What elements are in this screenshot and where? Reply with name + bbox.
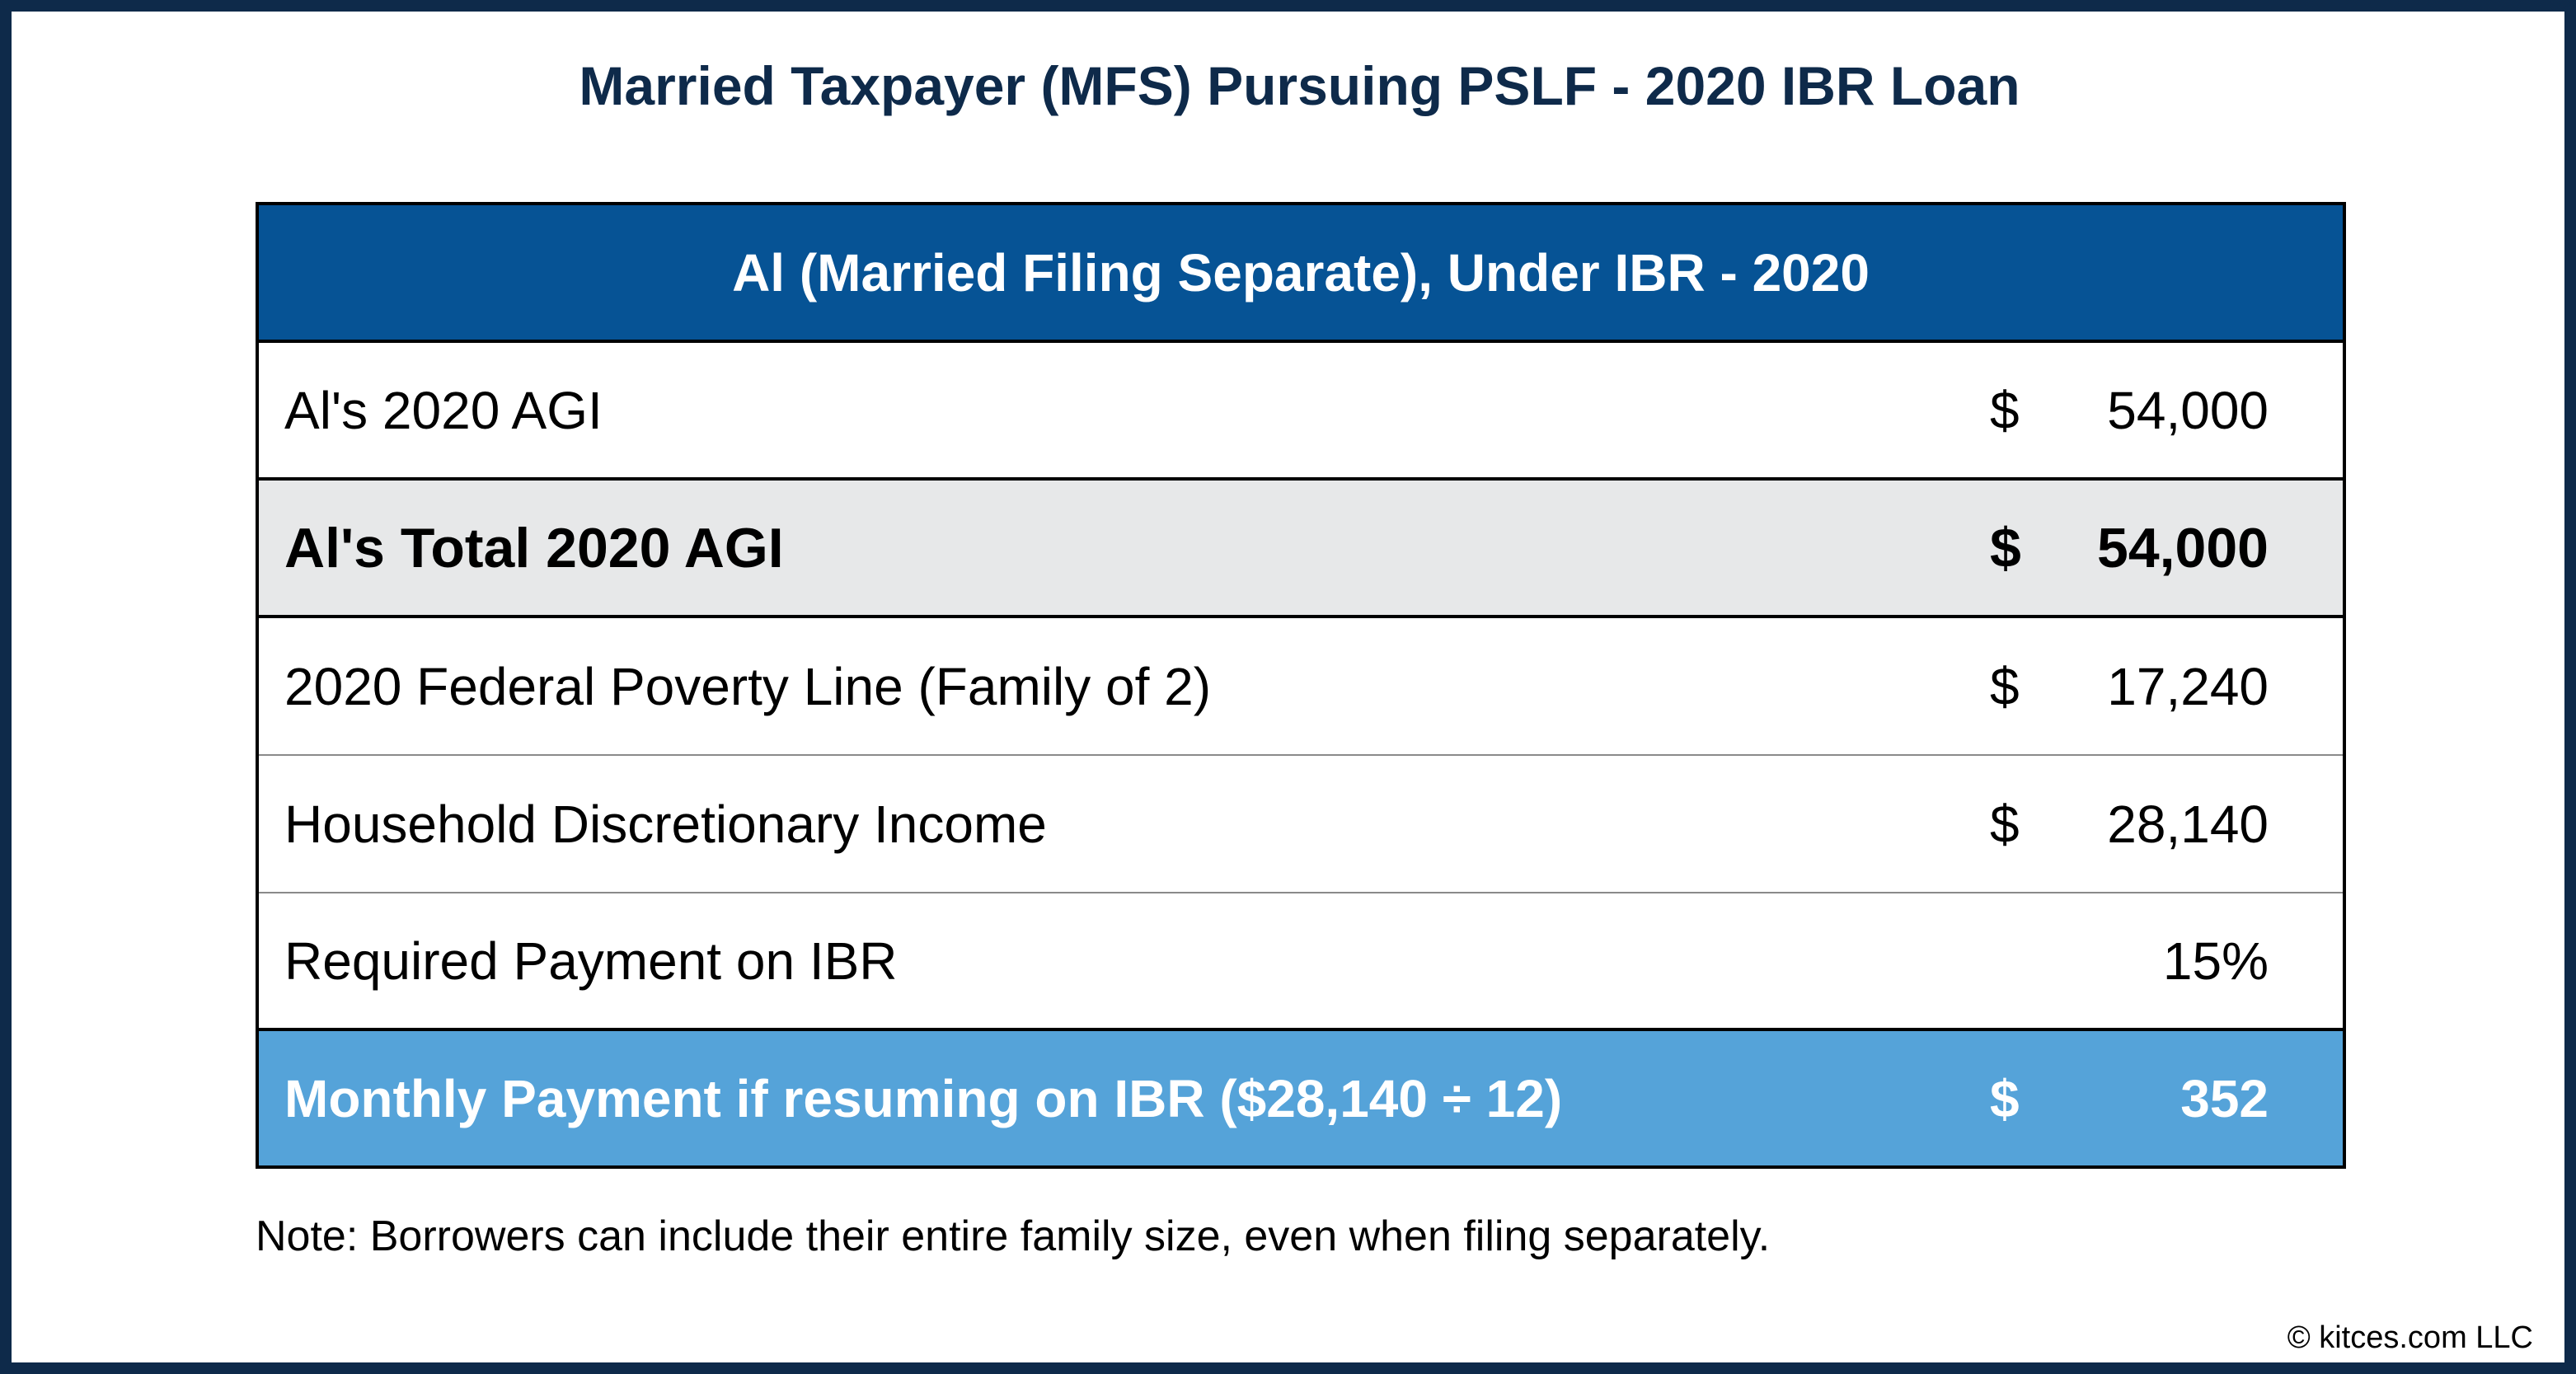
row-value: 352	[2180, 1068, 2269, 1128]
table-row-required-payment: Required Payment on IBR 15%	[259, 893, 2343, 1031]
table-row-total-agi: Al's Total 2020 AGI $ 54,000	[259, 481, 2343, 618]
row-label: Household Discretionary Income	[284, 794, 1047, 854]
currency-symbol: $	[1990, 1068, 2020, 1128]
row-value: 28,140	[2107, 794, 2269, 854]
row-value: 54,000	[2107, 380, 2269, 440]
table-row-monthly-payment: Monthly Payment if resuming on IBR ($28,…	[259, 1031, 2343, 1165]
table-header: Al (Married Filing Separate), Under IBR …	[259, 205, 2343, 343]
row-value: 17,240	[2107, 656, 2269, 716]
footnote: Note: Borrowers can include their entire…	[256, 1212, 1771, 1260]
row-label: Al's Total 2020 AGI	[284, 516, 784, 579]
currency-symbol: $	[1990, 656, 2020, 716]
row-label: 2020 Federal Poverty Line (Family of 2)	[284, 656, 1212, 716]
currency-symbol: $	[1990, 516, 2021, 579]
currency-symbol: $	[1990, 380, 2020, 440]
table-row-discretionary-income: Household Discretionary Income $ 28,140	[259, 756, 2343, 893]
row-label: Monthly Payment if resuming on IBR ($28,…	[284, 1068, 1563, 1128]
copyright: © kitces.com LLC	[2287, 1320, 2533, 1355]
currency-symbol: $	[1990, 794, 2020, 854]
table-row-poverty-line: 2020 Federal Poverty Line (Family of 2) …	[259, 618, 2343, 756]
row-label: Al's 2020 AGI	[284, 380, 603, 440]
row-value: 54,000	[2097, 516, 2269, 579]
ibr-payment-table: Al (Married Filing Separate), Under IBR …	[256, 202, 2346, 1169]
table-row-agi: Al's 2020 AGI $ 54,000	[259, 343, 2343, 481]
page-title: Married Taxpayer (MFS) Pursuing PSLF - 2…	[579, 55, 2020, 116]
row-value: 15%	[2162, 931, 2269, 991]
row-label: Required Payment on IBR	[284, 931, 898, 991]
